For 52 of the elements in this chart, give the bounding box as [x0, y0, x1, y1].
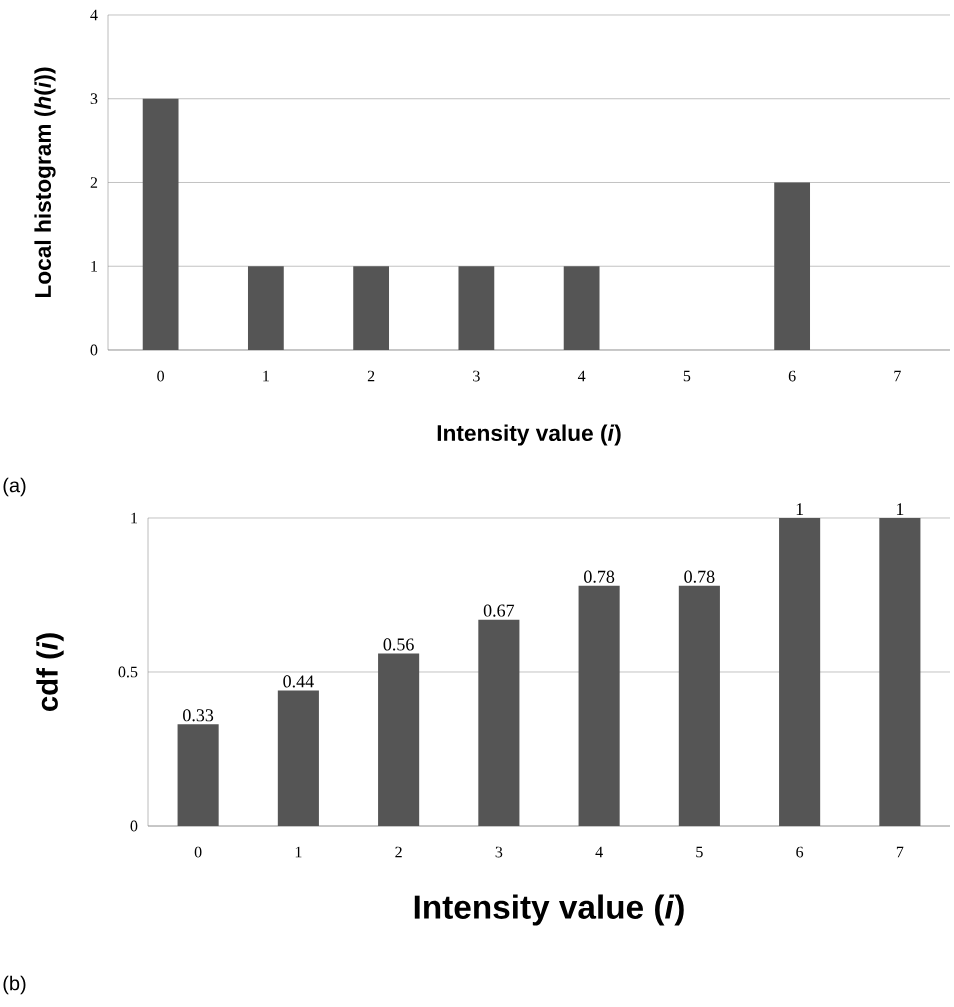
- bar: [458, 266, 495, 350]
- text: (b): [3, 975, 26, 995]
- x-tick-label: 3: [473, 370, 480, 382]
- x-tick-label: 3: [495, 846, 503, 858]
- bar: [177, 724, 219, 826]
- x-tick-label: 0: [194, 846, 202, 858]
- x-tick-label: 5: [696, 846, 703, 858]
- x-tick-label: 4: [595, 846, 603, 858]
- bar: [378, 653, 420, 826]
- x-tick-label: 1: [295, 846, 302, 858]
- data-label: 0.78: [684, 570, 715, 583]
- bar: [578, 585, 620, 826]
- x-axis-title: Intensity value (i): [414, 894, 684, 926]
- data-label: 0.78: [584, 570, 615, 583]
- y-tick-label: 0: [90, 344, 98, 356]
- bar: [563, 266, 600, 350]
- y-tick-label: 4: [90, 9, 98, 21]
- y-axis-title: cdf (i): [36, 633, 64, 712]
- x-tick-label: 6: [788, 370, 796, 382]
- text: (a): [3, 477, 26, 497]
- x-tick-label: 2: [367, 370, 375, 382]
- data-label: 0.44: [283, 675, 314, 688]
- x-tick-label: 5: [683, 370, 691, 382]
- x-axis-title: Intensity value (i): [437, 424, 621, 446]
- x-tick-label: 1: [263, 370, 269, 382]
- x-tick-label: 7: [896, 846, 904, 858]
- x-tick-label: 2: [395, 846, 402, 858]
- data-label: 1: [796, 503, 804, 516]
- bar: [353, 266, 390, 350]
- bar: [774, 182, 811, 350]
- y-axis-title: Local histogram (h(i)): [34, 67, 56, 298]
- y-tick-label: 0: [130, 820, 138, 832]
- y-tick-label: 1: [131, 512, 137, 524]
- bar: [247, 266, 284, 350]
- bar: [277, 690, 319, 826]
- x-tick-label: 7: [894, 370, 901, 382]
- bar: [779, 518, 821, 826]
- x-tick-label: 0: [157, 370, 165, 382]
- y-tick-label: 2: [90, 177, 98, 188]
- bar: [678, 585, 720, 826]
- x-tick-label: 6: [796, 846, 804, 858]
- bar: [879, 518, 921, 826]
- bar: [142, 98, 179, 350]
- data-label: 1: [896, 503, 904, 516]
- data-label: 0.56: [383, 638, 414, 651]
- bar: [478, 619, 520, 826]
- x-tick-label: 4: [577, 370, 586, 382]
- data-label: 0.67: [483, 604, 515, 617]
- y-tick-label: 1: [91, 260, 97, 272]
- data-label: 0.33: [183, 709, 214, 722]
- y-tick-label: 3: [90, 93, 98, 105]
- y-tick-label: 0.5: [118, 666, 138, 678]
